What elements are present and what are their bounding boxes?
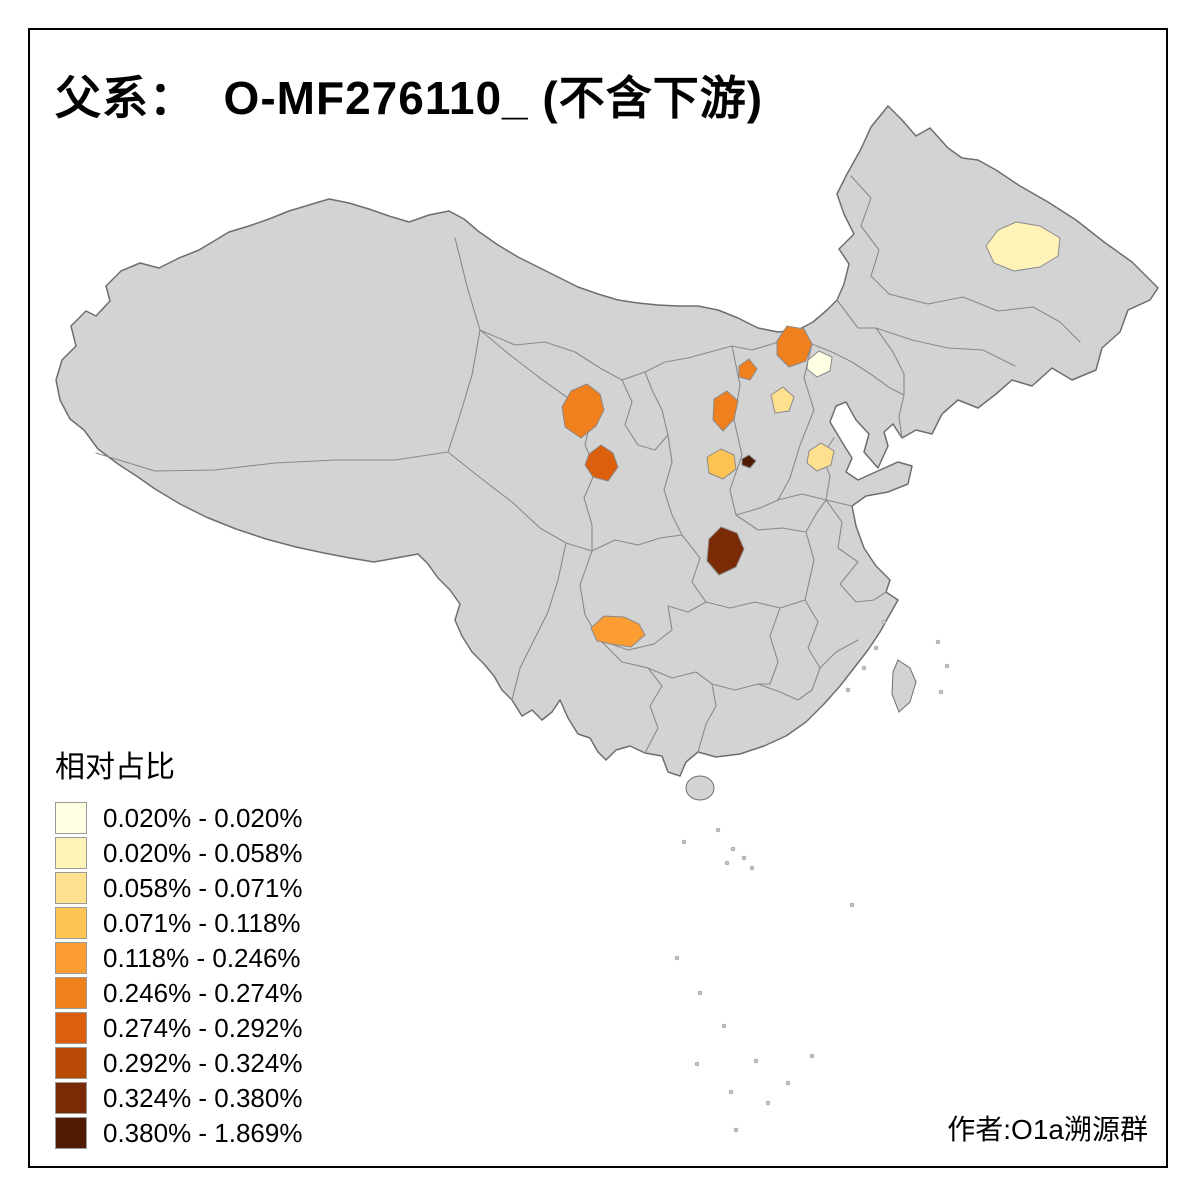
legend-row: 0.058% - 0.071% bbox=[55, 872, 302, 904]
legend-label: 0.274% - 0.292% bbox=[103, 1012, 303, 1043]
region-south-gansu bbox=[584, 444, 619, 482]
legend-label: 0.071% - 0.118% bbox=[103, 907, 301, 938]
highlight-regions bbox=[561, 221, 1061, 648]
map-title: 父系： O-MF276110_ (不含下游) bbox=[55, 72, 764, 124]
islet-dot bbox=[845, 687, 851, 693]
legend-swatch bbox=[55, 872, 87, 904]
legend-swatch bbox=[55, 1082, 87, 1114]
legend-swatch bbox=[55, 837, 87, 869]
islet-dot bbox=[944, 663, 950, 669]
legend-row: 0.020% - 0.020% bbox=[55, 802, 302, 834]
island-taiwan bbox=[891, 659, 917, 713]
legend-swatch bbox=[55, 977, 87, 1009]
legend-label: 0.324% - 0.380% bbox=[103, 1082, 303, 1113]
author-credit: 作者:O1a溯源群 bbox=[947, 1114, 1148, 1145]
islet-dot bbox=[809, 1053, 815, 1059]
islet-dot bbox=[765, 1100, 771, 1106]
province-borders bbox=[95, 175, 1081, 754]
legend-label: 0.020% - 0.058% bbox=[103, 837, 303, 868]
region-daba-mountains bbox=[706, 526, 745, 576]
islet-dot bbox=[697, 990, 703, 996]
islet-dot bbox=[728, 1089, 734, 1095]
islet-dot bbox=[694, 1061, 700, 1067]
legend-label: 0.020% - 0.020% bbox=[103, 802, 303, 833]
region-central-gansu bbox=[561, 383, 605, 439]
islet-dot bbox=[741, 855, 747, 861]
legend-row: 0.118% - 0.246% bbox=[55, 942, 302, 974]
region-ordos-area bbox=[776, 325, 813, 368]
legend-row: 0.246% - 0.274% bbox=[55, 977, 302, 1009]
island-hainan bbox=[685, 775, 715, 801]
small-islands bbox=[674, 619, 950, 1133]
islet-dot bbox=[721, 1023, 727, 1029]
legend-label: 0.380% - 1.869% bbox=[103, 1117, 303, 1148]
islet-dot bbox=[873, 645, 879, 651]
islet-dot bbox=[849, 902, 855, 908]
region-south-sichuan bbox=[590, 615, 646, 648]
region-south-shanxi bbox=[706, 448, 737, 480]
legend-label: 0.058% - 0.071% bbox=[103, 872, 303, 903]
islet-dot bbox=[681, 839, 687, 845]
legend: 相对占比 0.020% - 0.020% 0.020% - 0.058% 0.058… bbox=[55, 742, 302, 1149]
islet-dot bbox=[733, 1127, 739, 1133]
region-beijing-area bbox=[806, 350, 833, 378]
islet-dot bbox=[881, 619, 887, 625]
legend-row: 0.071% - 0.118% bbox=[55, 907, 302, 939]
islet-dot bbox=[785, 1080, 791, 1086]
legend-row: 0.274% - 0.292% bbox=[55, 1012, 302, 1044]
islet-dot bbox=[938, 689, 944, 695]
legend-label: 0.118% - 0.246% bbox=[103, 942, 301, 973]
china-mainland bbox=[55, 105, 1159, 777]
legend-swatch bbox=[55, 1117, 87, 1149]
legend-swatch bbox=[55, 907, 87, 939]
islet-dot bbox=[861, 665, 867, 671]
islet-dot bbox=[935, 639, 941, 645]
legend-row: 0.380% - 1.869% bbox=[55, 1117, 302, 1149]
legend-swatch bbox=[55, 802, 87, 834]
legend-row: 0.020% - 0.058% bbox=[55, 837, 302, 869]
region-west-inner-mongolia bbox=[738, 358, 758, 381]
legend-rows: 0.020% - 0.020% 0.020% - 0.058% 0.058% - 0… bbox=[55, 802, 302, 1149]
legend-label: 0.292% - 0.324% bbox=[103, 1047, 303, 1078]
region-small-dark-spot bbox=[741, 454, 757, 469]
islet-dot bbox=[715, 827, 721, 833]
region-west-shandong bbox=[806, 442, 835, 472]
legend-swatch bbox=[55, 1012, 87, 1044]
islands bbox=[685, 659, 917, 801]
legend-title: 相对占比 bbox=[55, 751, 175, 784]
region-central-shanxi bbox=[770, 386, 795, 414]
islet-dot bbox=[730, 846, 736, 852]
legend-row: 0.292% - 0.324% bbox=[55, 1047, 302, 1079]
legend-row: 0.324% - 0.380% bbox=[55, 1082, 302, 1114]
legend-label: 0.246% - 0.274% bbox=[103, 977, 303, 1008]
legend-swatch bbox=[55, 1047, 87, 1079]
islet-dot bbox=[753, 1058, 759, 1064]
legend-swatch bbox=[55, 942, 87, 974]
islet-dot bbox=[749, 865, 755, 871]
region-west-heilongjiang bbox=[985, 221, 1061, 272]
islet-dot bbox=[724, 860, 730, 866]
islet-dot bbox=[674, 955, 680, 961]
region-north-shaanxi bbox=[712, 390, 739, 432]
